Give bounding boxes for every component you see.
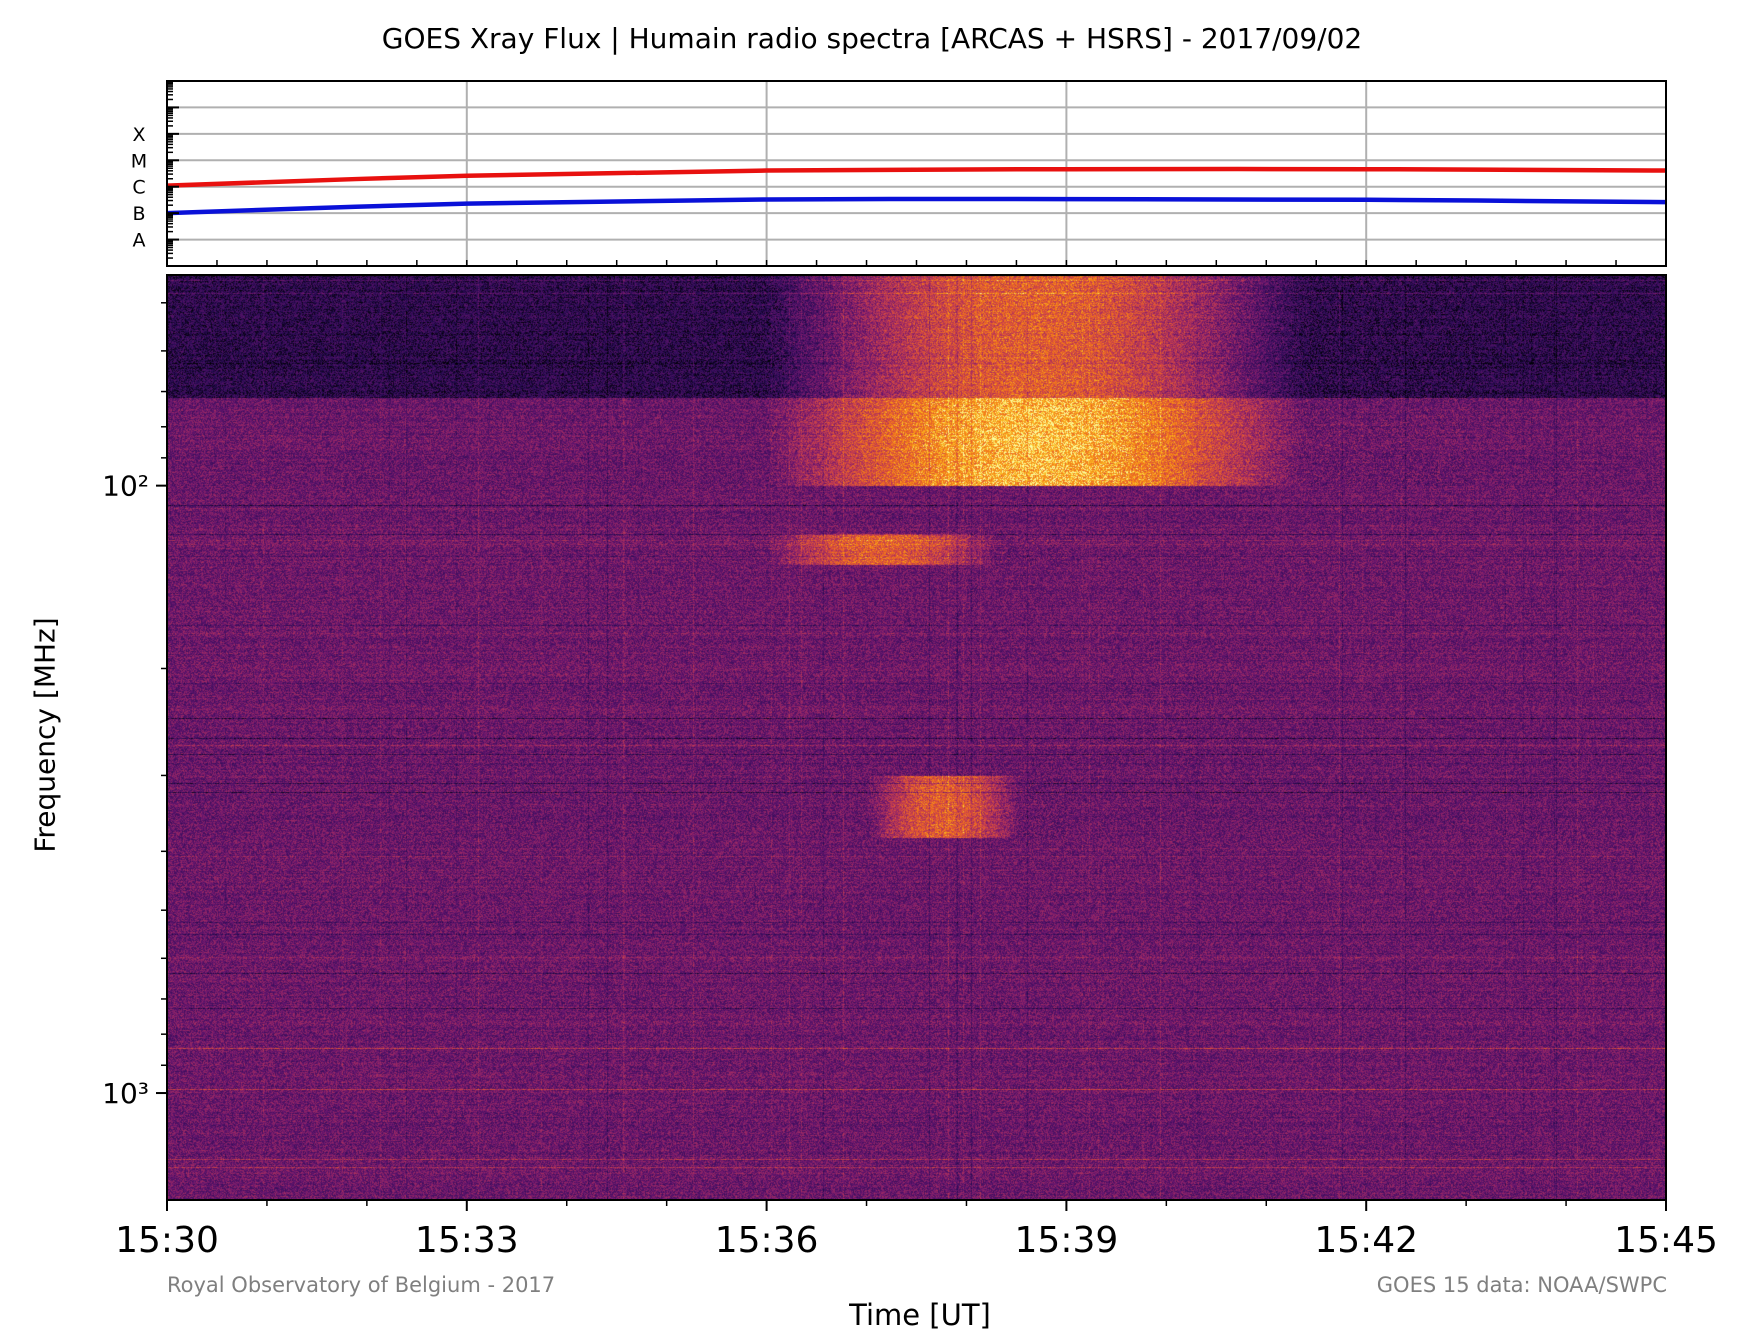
credit-left: Royal Observatory of Belgium - 2017 (167, 1273, 556, 1297)
x-axis-label: Time [UT] (849, 1298, 991, 1332)
y-tick-label: 10² (102, 470, 149, 503)
goes-class-label: C (132, 177, 145, 199)
x-tick-label: 15:42 (1314, 1220, 1418, 1261)
goes-frame (166, 80, 1667, 267)
x-tick-label: 15:30 (115, 1220, 219, 1261)
goes-series-0 (166, 166, 1667, 188)
credit-right: GOES 15 data: NOAA/SWPC (1376, 1273, 1667, 1297)
goes-grid (167, 80, 1666, 267)
radio-spectrogram (167, 275, 1666, 1200)
goes-class-label: B (132, 203, 145, 225)
y-axis-label: Frequency [MHz] (28, 617, 62, 853)
x-tick-label: 15:45 (1614, 1220, 1718, 1261)
goes-class-label: A (133, 230, 146, 252)
goes-class-label: M (131, 150, 147, 172)
goes-series-1 (166, 196, 1667, 216)
chart-title: GOES Xray Flux | Humain radio spectra [A… (381, 22, 1363, 55)
x-tick-label: 15:39 (1015, 1220, 1119, 1261)
x-ticks: 15:30 15:33 15:36 15:39 15:42 15:45 (115, 1200, 1718, 1261)
goes-lines (166, 166, 1667, 216)
goes-class-label: X (132, 124, 145, 146)
x-tick-label: 15:33 (415, 1220, 519, 1261)
x-tick-label: 15:36 (715, 1220, 819, 1261)
y-ticks: 10² 10³ (102, 302, 167, 1110)
y-tick-label: 10³ (102, 1077, 149, 1110)
